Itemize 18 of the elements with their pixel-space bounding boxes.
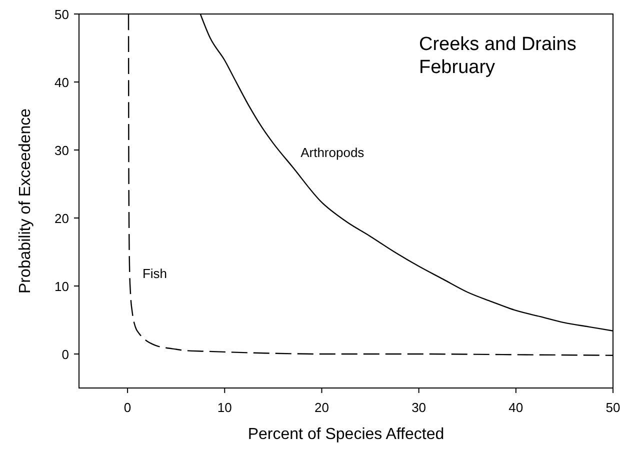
x-tick-label: 10: [217, 400, 232, 415]
y-tick-label: 30: [54, 143, 69, 158]
text: Creeks and Drains: [419, 34, 576, 55]
text: February: [419, 57, 496, 78]
x-tick-label: 0: [124, 400, 132, 415]
y-tick-label: 0: [62, 347, 69, 362]
y-tick-label: 40: [54, 75, 69, 90]
series-label: Fish: [142, 266, 168, 281]
x-tick-label: 30: [412, 400, 426, 415]
y-tick-label: 50: [54, 7, 69, 22]
x-axis-title: Percent of Species Affected: [248, 426, 444, 443]
y-tick-label: 20: [54, 211, 69, 226]
series-label: Arthropods: [300, 145, 365, 160]
x-tick-label: 20: [314, 400, 329, 415]
y-axis-title: Probability of Exceedence: [17, 108, 34, 294]
x-tick-label: 40: [508, 400, 524, 415]
x-tick-label: 50: [606, 400, 620, 415]
y-tick-label: 10: [54, 279, 69, 294]
